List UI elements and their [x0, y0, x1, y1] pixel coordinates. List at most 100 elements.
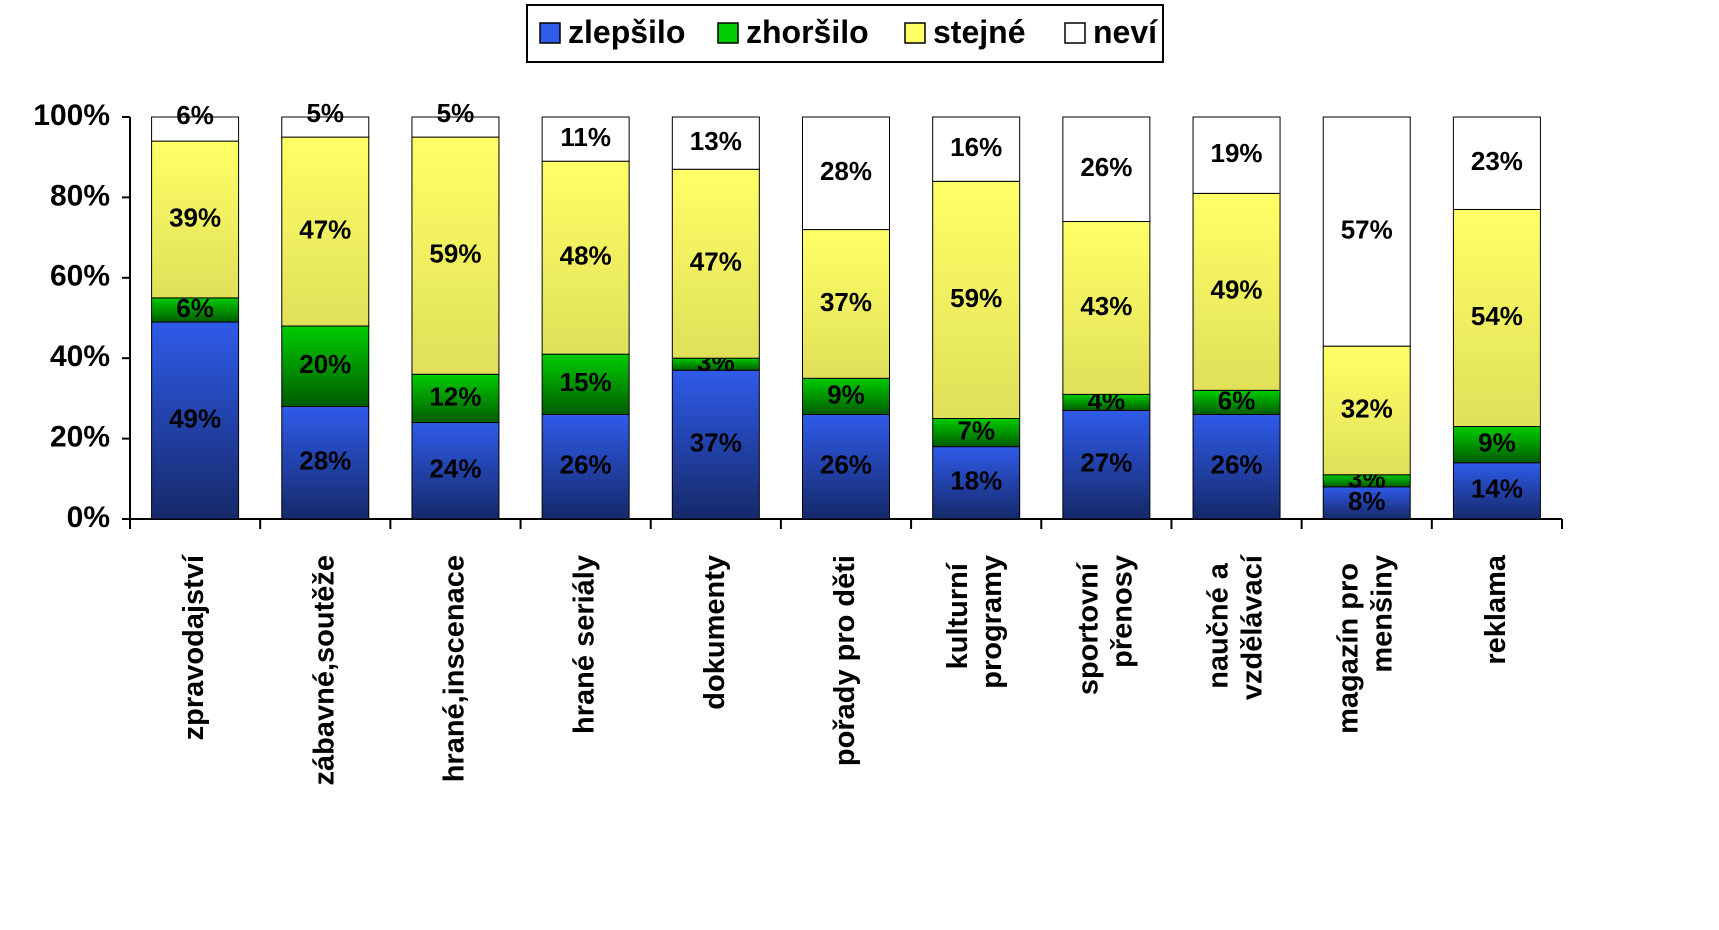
value-label: 26% — [560, 450, 612, 480]
bar-segment — [671, 116, 760, 170]
value-label: 8% — [1348, 486, 1386, 516]
legend-label: neví — [1093, 14, 1158, 50]
legend-box — [526, 4, 1164, 63]
bar-segment — [541, 160, 630, 355]
bar-segment — [1062, 116, 1151, 223]
value-label: 47% — [690, 247, 742, 277]
value-label: 32% — [1341, 393, 1393, 423]
bar-segment — [802, 413, 890, 520]
bar-segment — [1452, 426, 1541, 464]
legend-swatch — [904, 22, 926, 44]
bar-segment — [1062, 221, 1151, 395]
value-label: 9% — [827, 379, 865, 409]
bar-segment — [281, 116, 370, 138]
y-tick-label: 100% — [33, 99, 110, 132]
value-label: 39% — [169, 202, 221, 232]
bar-segment — [281, 136, 370, 327]
x-tick-label: pořady pro děti — [829, 555, 861, 766]
bar-segment — [1452, 462, 1541, 520]
x-tick-label: dokumenty — [698, 555, 730, 710]
value-label: 15% — [560, 367, 612, 397]
value-label: 48% — [560, 241, 612, 271]
value-label: 28% — [299, 446, 351, 476]
legend-swatch — [717, 22, 739, 44]
bar-segment — [541, 353, 630, 415]
bar-segment — [671, 168, 760, 359]
value-label: 6% — [176, 100, 214, 130]
bar-segment — [932, 418, 1021, 448]
value-label: 49% — [169, 403, 221, 433]
bar-segment — [932, 446, 1021, 520]
value-label: 13% — [690, 126, 742, 156]
value-label: 59% — [950, 283, 1002, 313]
bar-segment — [671, 369, 760, 520]
value-label: 49% — [1211, 275, 1263, 305]
y-tick-label: 0% — [67, 501, 110, 534]
legend-swatch — [539, 22, 561, 44]
bar-segment — [1322, 345, 1411, 476]
bar-segment — [1452, 208, 1541, 428]
bar-segment — [411, 373, 500, 424]
x-tick-label: zábavné,soutěže — [308, 555, 340, 785]
value-label: 7% — [957, 415, 995, 445]
bar-segment — [1192, 413, 1281, 520]
value-label: 57% — [1341, 214, 1393, 244]
value-label: 20% — [299, 349, 351, 379]
bar-segment — [411, 116, 500, 138]
legend-label: zhoršilo — [746, 14, 869, 50]
legend-label: stejné — [933, 14, 1025, 50]
value-label: 19% — [1211, 138, 1263, 168]
value-label: 27% — [1080, 448, 1132, 478]
bar-segment — [932, 116, 1021, 182]
bar-segment — [1452, 116, 1541, 210]
value-label: 26% — [1080, 152, 1132, 182]
value-label: 26% — [820, 450, 872, 480]
bar-segment — [151, 116, 240, 142]
bar-segment — [281, 405, 370, 520]
value-label: 54% — [1471, 301, 1523, 331]
x-tick-label: kulturní programy — [942, 555, 1008, 689]
x-tick-label: sportovní přenosy — [1072, 555, 1138, 695]
value-label: 16% — [950, 132, 1002, 162]
value-label: 12% — [429, 381, 481, 411]
bar-segment — [541, 413, 630, 520]
bar-segment — [541, 116, 630, 162]
y-tick-label: 60% — [50, 260, 110, 293]
x-tick-label: reklama — [1480, 554, 1512, 665]
x-tick-label: naučné a vzdělávací — [1202, 554, 1268, 700]
bar-segment — [151, 321, 240, 520]
value-label: 5% — [437, 98, 475, 128]
value-label: 59% — [429, 239, 481, 269]
legend-label: zlepšilo — [568, 14, 685, 50]
value-label: 26% — [1211, 450, 1263, 480]
bar-segment — [151, 140, 240, 299]
bar-segment — [802, 116, 890, 231]
value-label: 14% — [1471, 474, 1523, 504]
bar-segment — [1192, 389, 1281, 415]
y-tick-label: 40% — [50, 340, 110, 373]
x-tick-label: hrané,inscenace — [438, 555, 470, 782]
value-label: 37% — [690, 428, 742, 458]
bar-segment — [802, 229, 890, 379]
value-label: 28% — [820, 156, 872, 186]
x-tick-label: magazín pro menšiny — [1332, 555, 1398, 734]
value-label: 9% — [1478, 428, 1516, 458]
bar-segment — [1192, 116, 1281, 194]
value-label: 23% — [1471, 146, 1523, 176]
x-tick-label: hrané seriály — [568, 555, 600, 734]
value-label: 5% — [306, 98, 344, 128]
bar-segment — [151, 297, 240, 323]
value-label: 24% — [429, 454, 481, 484]
y-tick-label: 20% — [50, 421, 110, 454]
bar-segment — [1322, 116, 1411, 347]
bar-segment — [802, 377, 890, 415]
value-label: 18% — [950, 466, 1002, 496]
bar-segment — [411, 136, 500, 375]
value-label: 11% — [560, 122, 611, 152]
value-label: 43% — [1080, 291, 1132, 321]
value-label: 37% — [820, 287, 872, 317]
legend-swatch — [1064, 22, 1086, 44]
y-tick-label: 80% — [50, 179, 110, 212]
x-tick-label: zpravodajství — [178, 554, 210, 740]
